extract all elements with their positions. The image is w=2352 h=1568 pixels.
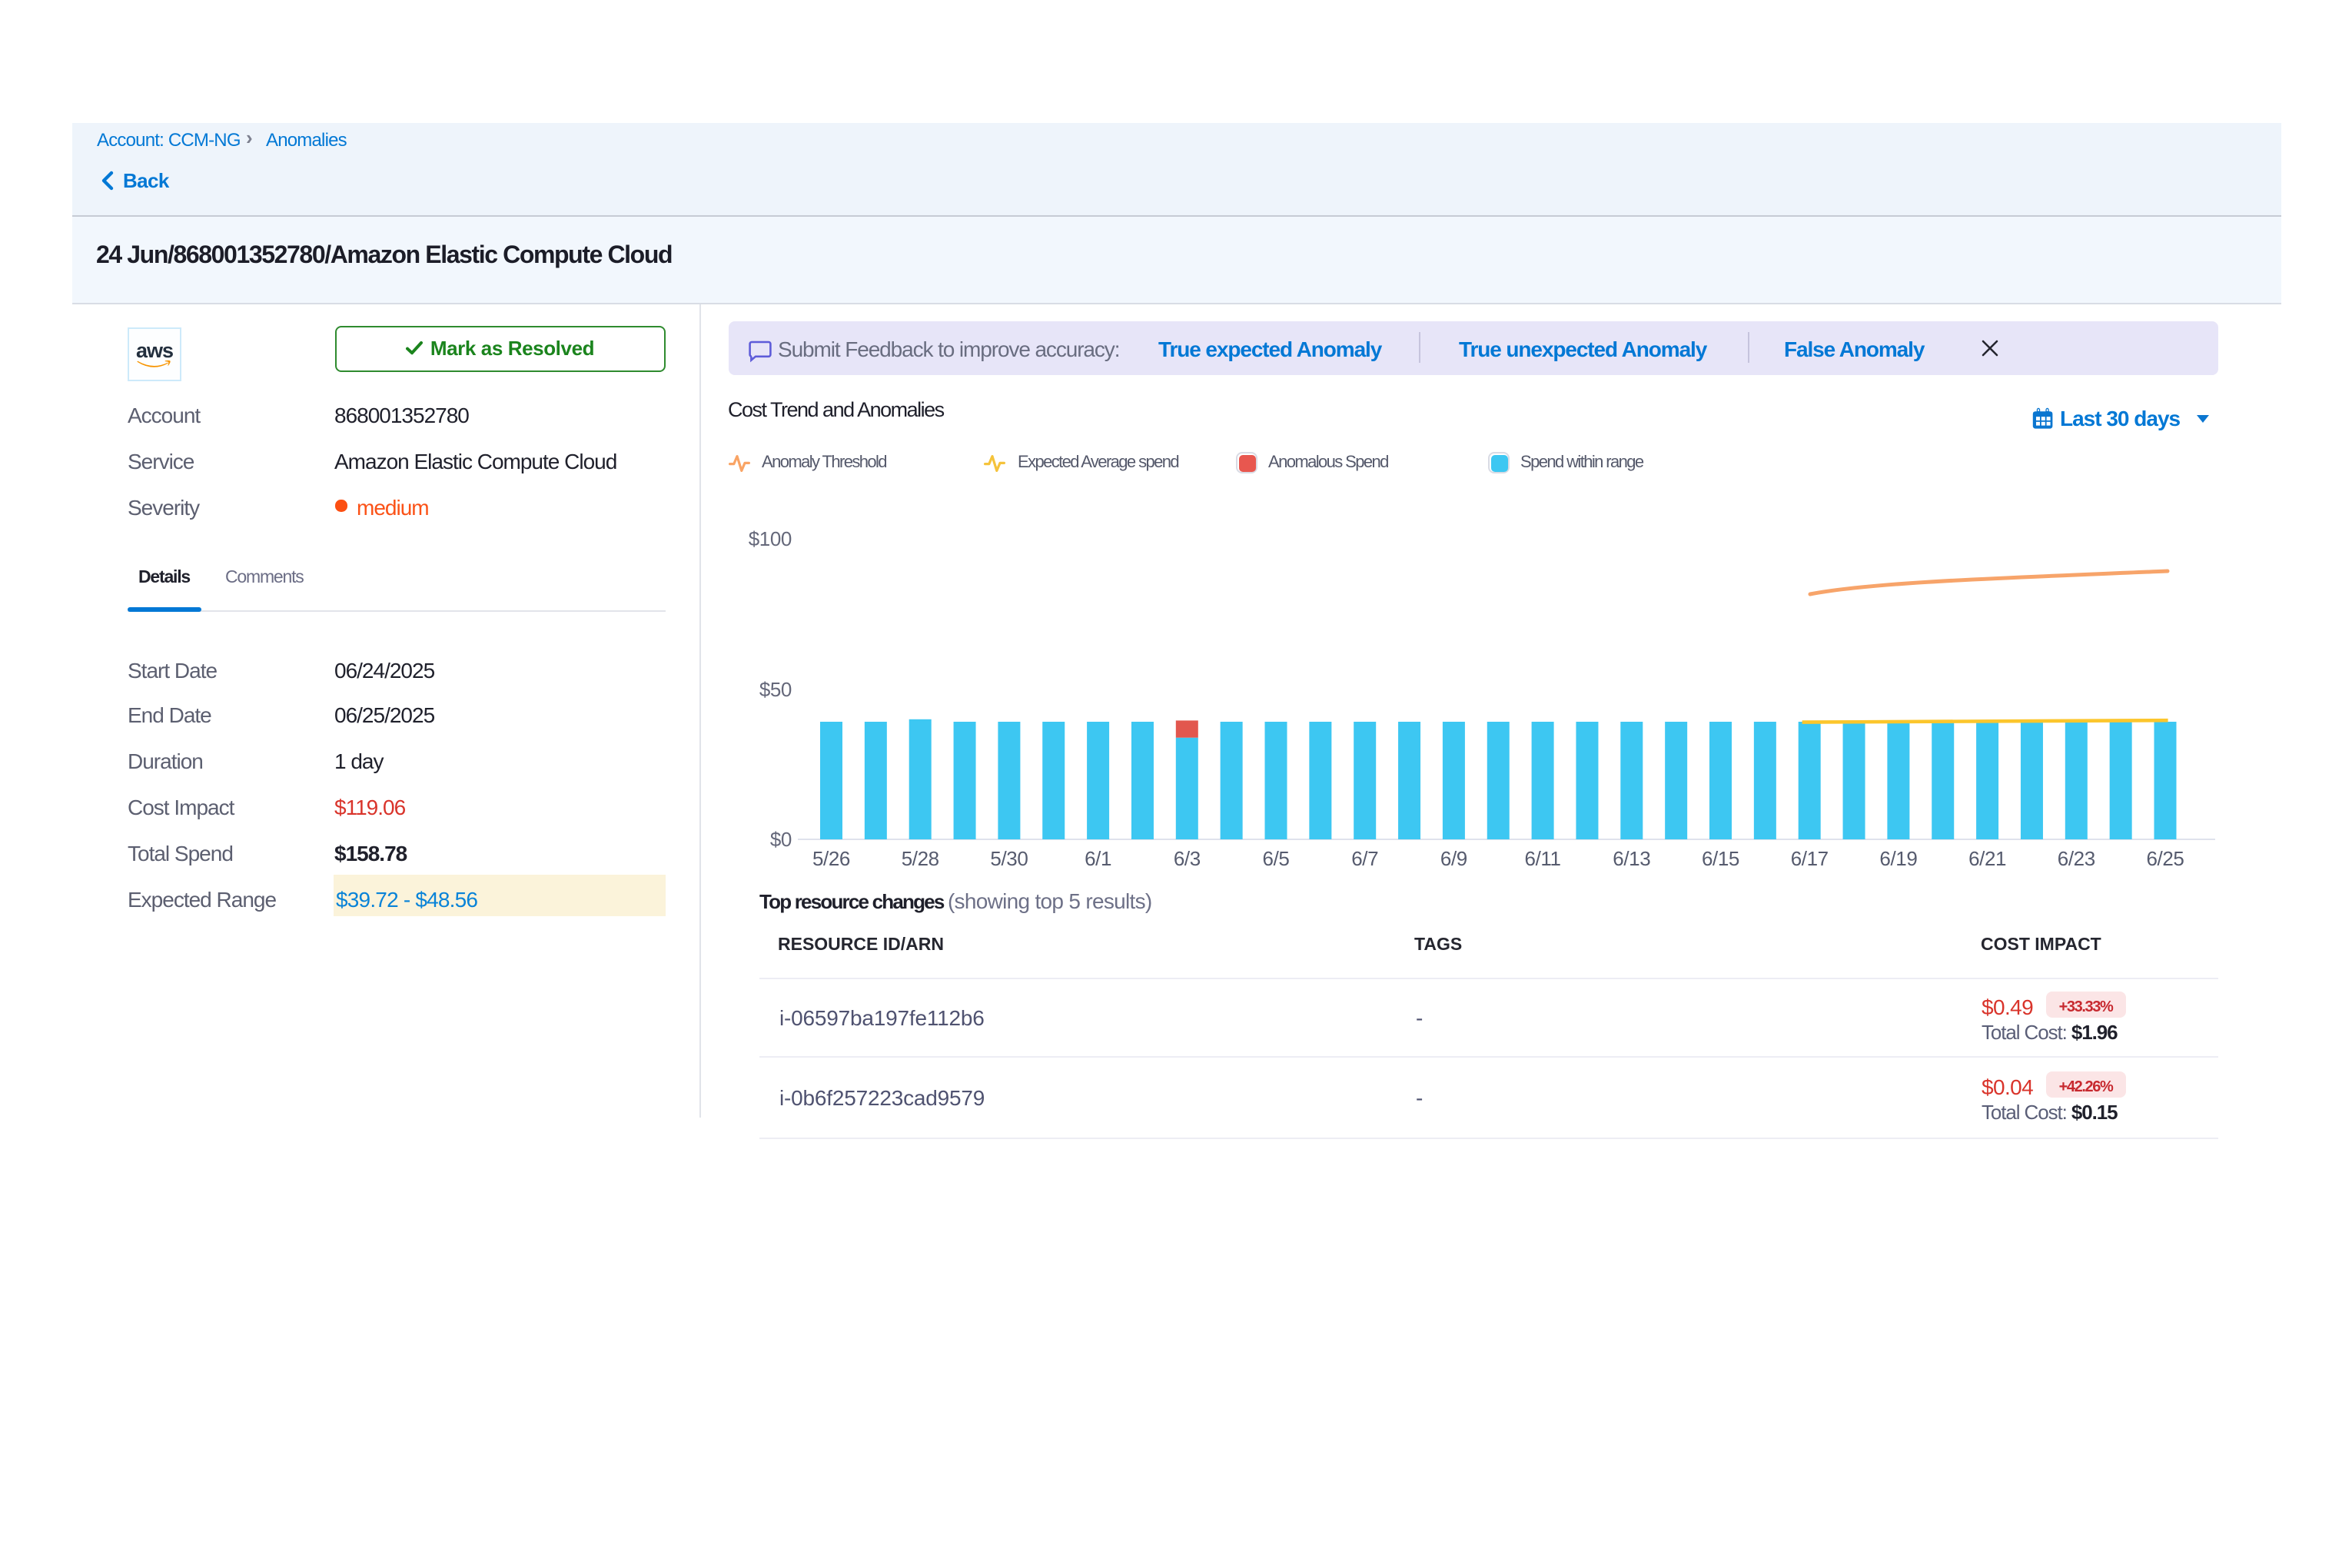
svg-text:$100: $100 xyxy=(749,527,792,550)
svg-text:5/26: 5/26 xyxy=(812,847,850,870)
svg-text:6/21: 6/21 xyxy=(1968,847,2006,870)
svg-text:5/30: 5/30 xyxy=(990,847,1028,870)
svg-text:6/1: 6/1 xyxy=(1085,847,1111,870)
svg-text:6/19: 6/19 xyxy=(1879,847,1917,870)
svg-text:$50: $50 xyxy=(759,678,792,701)
svg-text:6/23: 6/23 xyxy=(2058,847,2095,870)
svg-text:6/11: 6/11 xyxy=(1525,847,1561,870)
svg-text:$0: $0 xyxy=(770,828,792,851)
svg-text:5/28: 5/28 xyxy=(902,847,939,870)
svg-text:6/13: 6/13 xyxy=(1613,847,1650,870)
svg-text:6/7: 6/7 xyxy=(1351,847,1378,870)
svg-text:6/3: 6/3 xyxy=(1174,847,1201,870)
svg-text:6/5: 6/5 xyxy=(1263,847,1290,870)
svg-text:6/25: 6/25 xyxy=(2146,847,2184,870)
svg-text:aws: aws xyxy=(136,338,173,361)
svg-text:6/17: 6/17 xyxy=(1791,847,1829,870)
svg-text:6/15: 6/15 xyxy=(1702,847,1739,870)
svg-text:6/9: 6/9 xyxy=(1440,847,1467,870)
